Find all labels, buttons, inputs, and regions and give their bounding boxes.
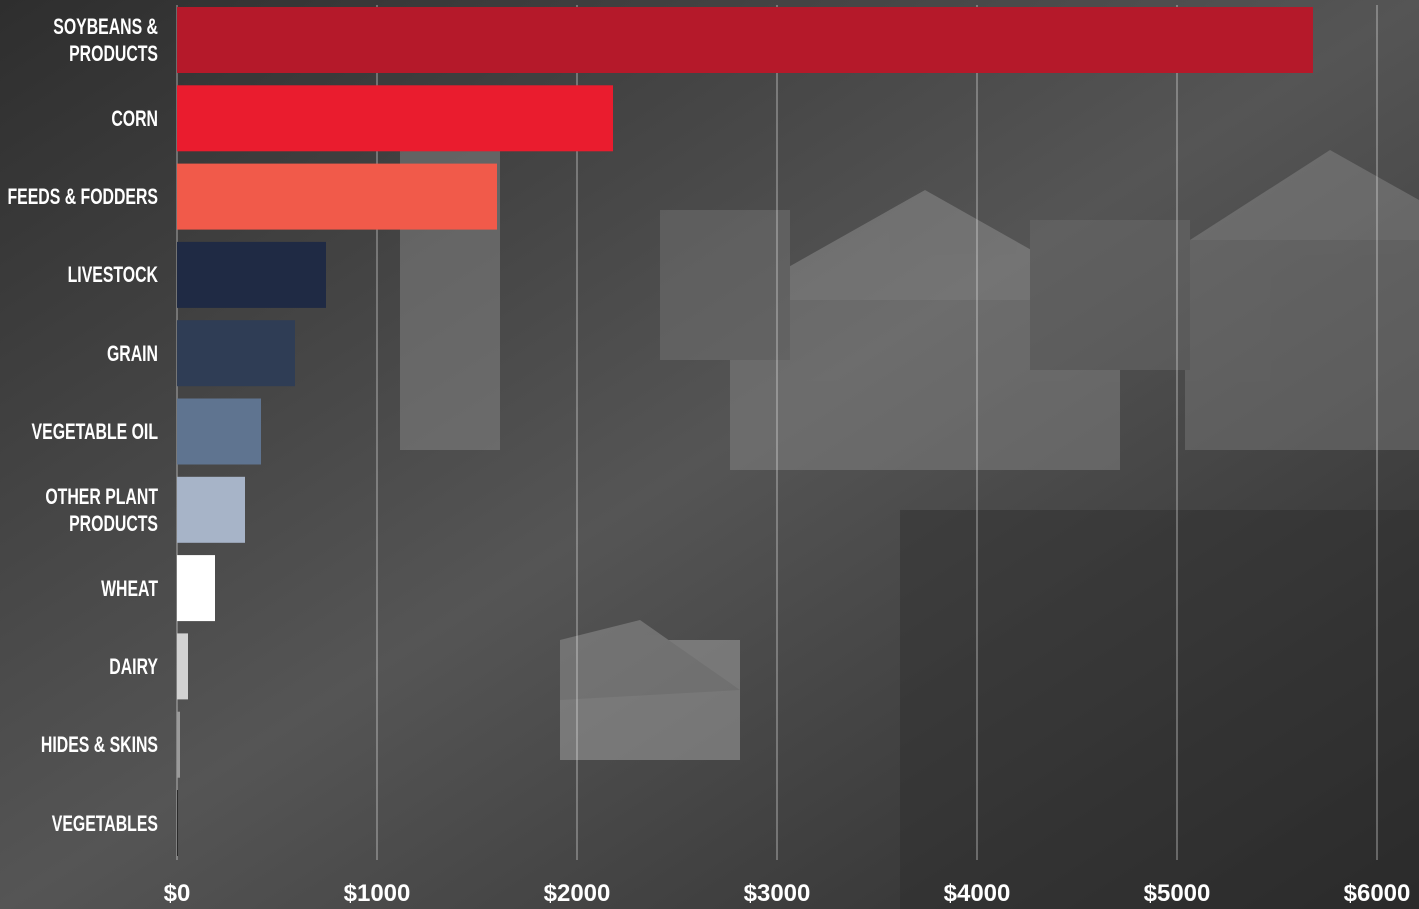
x-tick-label: $4000 (944, 880, 1011, 907)
x-tick-label: $3000 (744, 880, 811, 907)
category-label: OTHER PLANT PRODUCTS (45, 483, 158, 536)
bar (177, 85, 613, 152)
bar (177, 633, 188, 700)
category-label: LIVESTOCK (67, 262, 158, 288)
x-tick-label: $1000 (344, 880, 411, 907)
x-tick-label: $0 (164, 880, 191, 907)
category-label: VEGETABLE OIL (31, 419, 158, 444)
bar (177, 320, 295, 387)
bar (177, 163, 497, 230)
category-label: DAIRY (109, 653, 158, 679)
x-tick-label: $6000 (1344, 880, 1411, 907)
category-label: VEGETABLES (51, 810, 158, 836)
category-label: WHEAT (101, 575, 158, 601)
category-label: FEEDS & FODDERS (7, 184, 159, 210)
category-label: GRAIN (106, 340, 158, 366)
category-label: HIDES & SKINS (40, 732, 158, 758)
bar (177, 7, 1313, 73)
category-label: SOYBEANS & PRODUCTS (53, 14, 159, 66)
x-tick-label: $2000 (544, 880, 611, 907)
bar (177, 241, 326, 308)
category-label: CORN (111, 105, 158, 131)
x-tick-label: $5000 (1144, 880, 1211, 907)
bar (177, 555, 215, 622)
bar (177, 476, 245, 543)
bar (177, 398, 261, 465)
bar (177, 711, 180, 778)
bar (177, 790, 178, 856)
photo-silos (400, 150, 1419, 909)
